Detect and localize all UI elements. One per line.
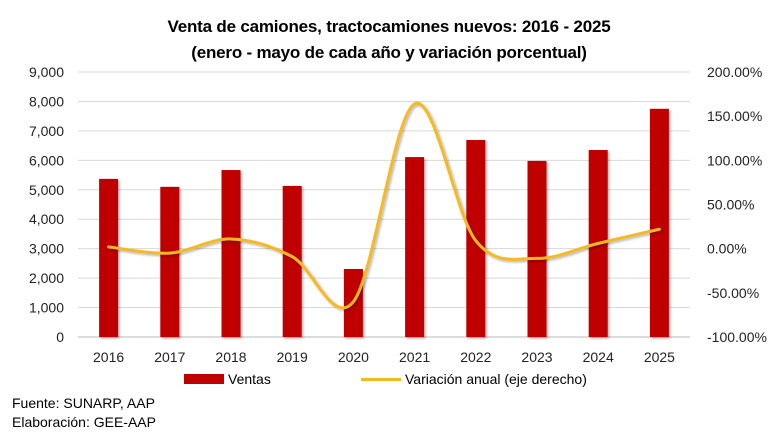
right-axis-tick: 50.00%: [707, 197, 754, 213]
right-axis-tick: -100.00%: [707, 329, 767, 345]
left-axis-tick: 1,000: [29, 300, 64, 316]
legend-line-swatch: [361, 377, 401, 381]
x-axis-tick: 2021: [399, 349, 430, 365]
left-axis-tick: 0: [56, 329, 64, 345]
x-axis-tick: 2020: [338, 349, 369, 365]
left-axis-tick: 3,000: [29, 241, 64, 257]
line-variacion-anual: [107, 102, 661, 310]
bar-ventas-2018: [221, 170, 241, 337]
x-axis-tick: 2019: [277, 349, 308, 365]
x-axis-tick: 2025: [644, 349, 675, 365]
left-axis-tick: 9,000: [29, 64, 64, 80]
x-axis-tick: 2022: [460, 349, 491, 365]
chart-title: Venta de camiones, tractocamiones nuevos…: [167, 17, 611, 36]
left-axis-tick: 7,000: [29, 123, 64, 139]
left-axis-tick: 8,000: [29, 93, 64, 109]
left-axis-tick: 2,000: [29, 270, 64, 286]
legend-bar-swatch: [184, 374, 224, 384]
right-axis-tick: -50.00%: [707, 285, 759, 301]
x-axis-tick: 2017: [154, 349, 185, 365]
legend-item-variacion: Variación anual (eje derecho): [361, 371, 587, 387]
legend-item-ventas: Ventas: [184, 371, 271, 387]
legend-line-label: Variación anual (eje derecho): [405, 371, 587, 387]
bar-ventas-2021: [405, 157, 425, 337]
bar-ventas-2025: [649, 108, 669, 337]
right-axis-tick: 100.00%: [707, 152, 762, 168]
bar-ventas-2019: [282, 185, 302, 337]
bar-ventas-2017: [160, 186, 180, 337]
left-axis-tick: 6,000: [29, 152, 64, 168]
right-axis-tick: 150.00%: [707, 108, 762, 124]
chart-subtitle: (enero - mayo de cada año y variación po…: [191, 43, 587, 62]
x-axis-tick: 2016: [93, 349, 124, 365]
x-axis-tick: 2018: [215, 349, 246, 365]
left-axis-tick: 5,000: [29, 182, 64, 198]
bar-ventas-2023: [527, 160, 547, 337]
elaboration-note: Elaboración: GEE-AAP: [12, 414, 156, 430]
legend-bar-label: Ventas: [228, 371, 271, 387]
x-axis-tick: 2024: [583, 349, 614, 365]
left-axis-tick: 4,000: [29, 211, 64, 227]
right-axis-tick: 200.00%: [707, 64, 762, 80]
bar-ventas-2016: [99, 178, 119, 337]
source-note: Fuente: SUNARP, AAP: [12, 395, 155, 411]
right-axis-tick: 0.00%: [707, 241, 747, 257]
x-axis-tick: 2023: [521, 349, 552, 365]
